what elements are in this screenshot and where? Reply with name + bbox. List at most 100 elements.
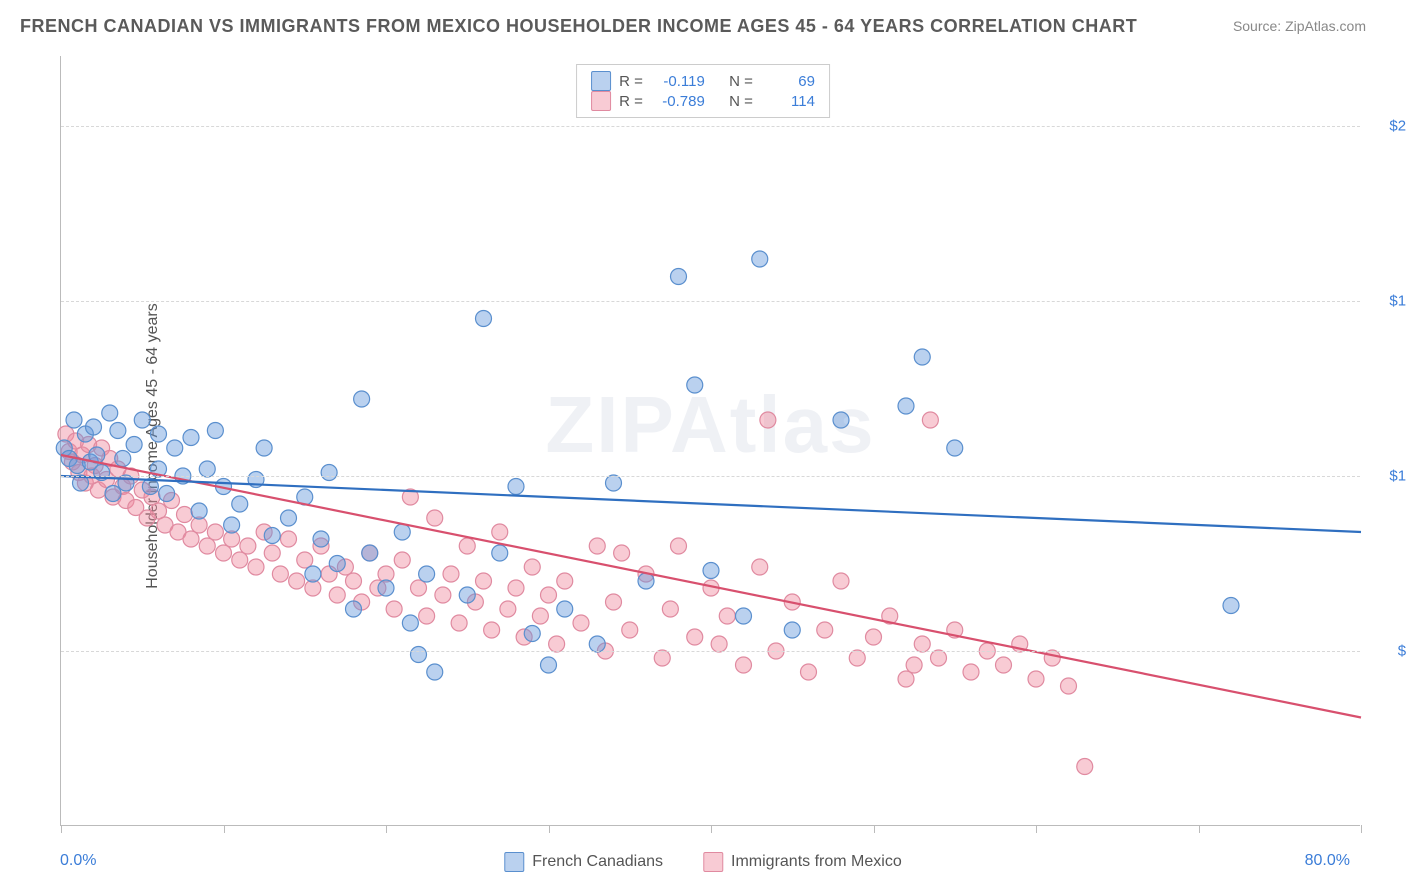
x-tick xyxy=(711,825,712,833)
legend-label-fc: French Canadians xyxy=(532,853,663,871)
data-point xyxy=(589,538,605,554)
data-point xyxy=(931,650,947,666)
data-point xyxy=(476,573,492,589)
data-point xyxy=(736,657,752,673)
data-point xyxy=(492,524,508,540)
grid-line xyxy=(61,476,1360,477)
data-point xyxy=(199,538,215,554)
legend-item-mx: Immigrants from Mexico xyxy=(703,852,902,872)
swatch-mx-icon xyxy=(703,852,723,872)
data-point xyxy=(159,486,175,502)
data-point xyxy=(443,566,459,582)
data-point xyxy=(1028,671,1044,687)
legend-label-mx: Immigrants from Mexico xyxy=(731,853,902,871)
data-point xyxy=(614,545,630,561)
data-point xyxy=(419,608,435,624)
data-point xyxy=(996,657,1012,673)
data-point xyxy=(687,377,703,393)
data-point xyxy=(524,559,540,575)
data-point xyxy=(784,622,800,638)
x-min-label: 0.0% xyxy=(60,852,96,870)
data-point xyxy=(524,626,540,642)
data-point xyxy=(662,601,678,617)
data-point xyxy=(1077,759,1093,775)
data-point xyxy=(451,615,467,631)
r-value-fc: -0.119 xyxy=(651,73,705,90)
data-point xyxy=(281,531,297,547)
chart-title: FRENCH CANADIAN VS IMMIGRANTS FROM MEXIC… xyxy=(20,16,1137,37)
data-point xyxy=(232,496,248,512)
data-point xyxy=(354,391,370,407)
data-point xyxy=(248,559,264,575)
n-label: N = xyxy=(729,73,753,90)
data-point xyxy=(66,412,82,428)
data-point xyxy=(102,405,118,421)
data-point xyxy=(177,507,193,523)
data-point xyxy=(922,412,938,428)
x-tick xyxy=(1199,825,1200,833)
data-point xyxy=(281,510,297,526)
y-tick-label: $200,000 xyxy=(1372,118,1406,135)
data-point xyxy=(183,531,199,547)
data-point xyxy=(264,545,280,561)
data-point xyxy=(313,531,329,547)
data-point xyxy=(906,657,922,673)
data-point xyxy=(833,573,849,589)
data-point xyxy=(321,465,337,481)
data-point xyxy=(378,580,394,596)
swatch-fc-icon xyxy=(504,852,524,872)
data-point xyxy=(671,269,687,285)
data-point xyxy=(541,587,557,603)
data-point xyxy=(86,419,102,435)
correlation-legend: R = -0.119 N = 69 R = -0.789 N = 114 xyxy=(576,64,830,118)
data-point xyxy=(134,412,150,428)
data-point xyxy=(207,524,223,540)
correlation-row-fc: R = -0.119 N = 69 xyxy=(591,71,815,91)
data-point xyxy=(760,412,776,428)
data-point xyxy=(289,573,305,589)
data-point xyxy=(459,538,475,554)
data-point xyxy=(833,412,849,428)
data-point xyxy=(411,580,427,596)
data-point xyxy=(459,587,475,603)
data-point xyxy=(329,587,345,603)
data-point xyxy=(191,503,207,519)
data-point xyxy=(118,475,134,491)
data-point xyxy=(898,671,914,687)
data-point xyxy=(484,622,500,638)
data-point xyxy=(671,538,687,554)
data-point xyxy=(752,251,768,267)
data-point xyxy=(963,664,979,680)
data-point xyxy=(1223,598,1239,614)
n-value-mx: 114 xyxy=(761,93,815,110)
x-tick xyxy=(1361,825,1362,833)
trend-line xyxy=(61,476,1361,532)
data-point xyxy=(346,601,362,617)
data-point xyxy=(606,594,622,610)
data-point xyxy=(224,517,240,533)
data-point xyxy=(573,615,589,631)
data-point xyxy=(256,440,272,456)
data-point xyxy=(105,486,121,502)
n-label: N = xyxy=(729,93,753,110)
data-point xyxy=(622,622,638,638)
data-point xyxy=(719,608,735,624)
data-point xyxy=(687,629,703,645)
data-point xyxy=(500,601,516,617)
data-point xyxy=(199,461,215,477)
data-point xyxy=(849,650,865,666)
correlation-row-mx: R = -0.789 N = 114 xyxy=(591,91,815,111)
data-point xyxy=(947,440,963,456)
swatch-mx-icon xyxy=(591,91,611,111)
data-point xyxy=(508,479,524,495)
swatch-fc-icon xyxy=(591,71,611,91)
data-point xyxy=(898,398,914,414)
data-point xyxy=(167,440,183,456)
data-point xyxy=(638,573,654,589)
data-point xyxy=(362,545,378,561)
x-max-label: 80.0% xyxy=(1305,852,1350,870)
data-point xyxy=(589,636,605,652)
data-point xyxy=(914,636,930,652)
data-point xyxy=(151,426,167,442)
data-point xyxy=(346,573,362,589)
